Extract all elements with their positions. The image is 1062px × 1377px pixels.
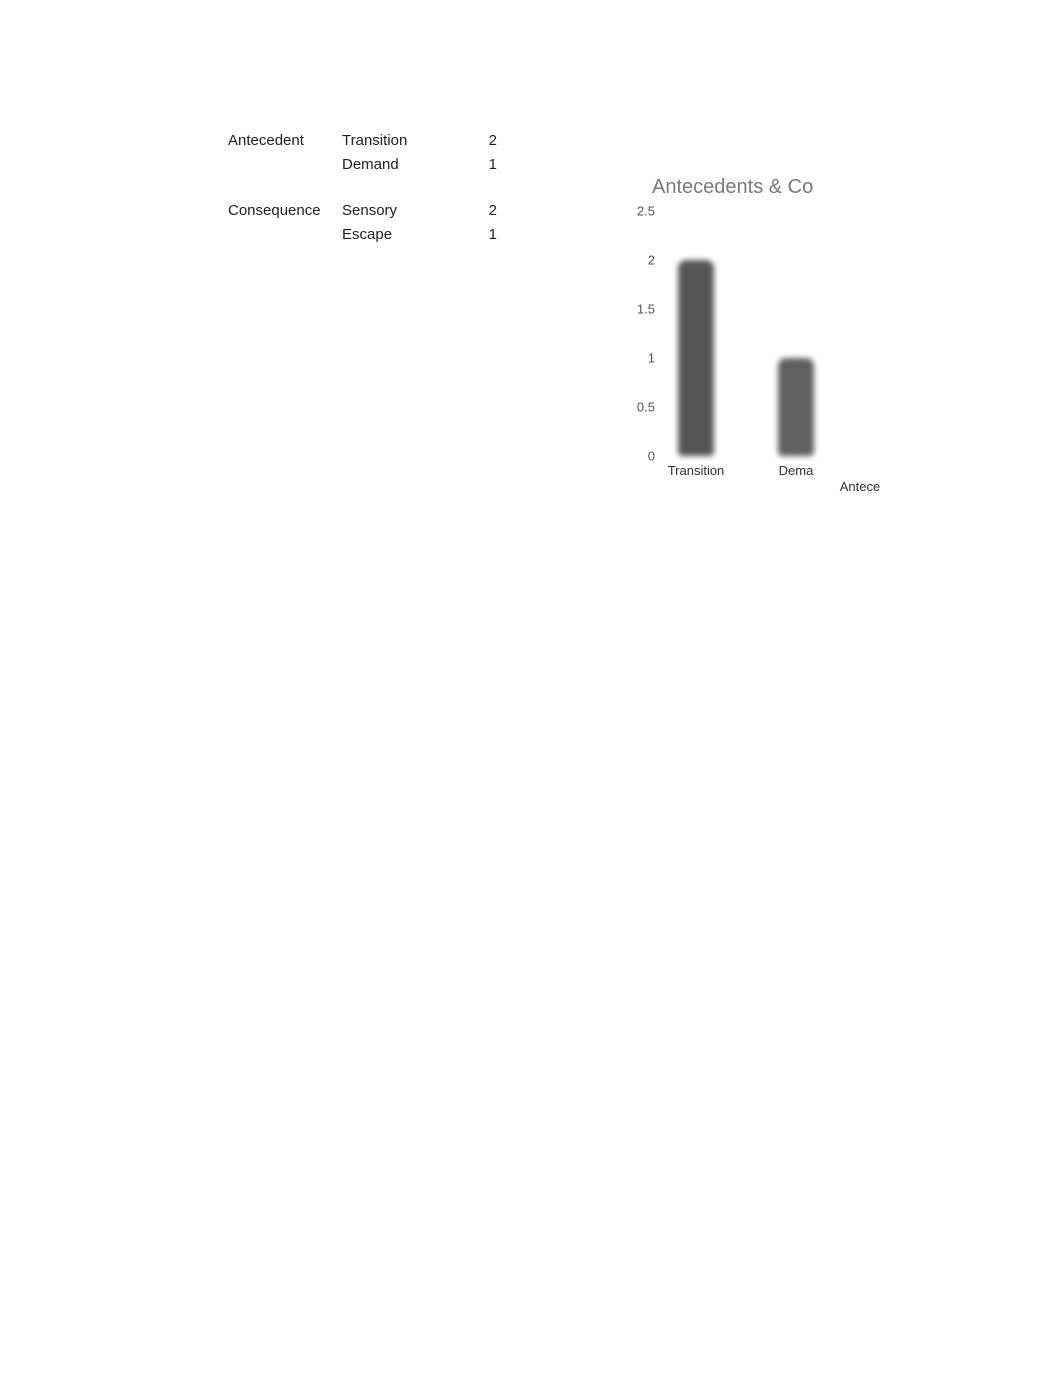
subcategory-label: Escape [342, 226, 477, 243]
table-row: Escape 1 [228, 222, 497, 246]
table-row: Demand 1 [228, 152, 497, 176]
bar [778, 358, 814, 456]
value-cell: 1 [477, 226, 497, 243]
subcategory-label: Sensory [342, 202, 477, 219]
chart-body: Frequency 00.511.522.5 TransitionDema An… [590, 211, 1050, 511]
table-row: Consequence Sensory 2 [228, 198, 497, 222]
x-tick: Transition [668, 463, 725, 478]
y-tick: 2.5 [625, 204, 655, 219]
y-tick: 2 [625, 253, 655, 268]
bar [678, 260, 714, 456]
x-axis-label: Antece [840, 479, 880, 494]
table-row: Antecedent Transition 2 [228, 128, 497, 152]
y-tick: 0.5 [625, 400, 655, 415]
value-cell: 2 [477, 202, 497, 219]
value-cell: 1 [477, 156, 497, 173]
plot-area: 00.511.522.5 TransitionDema Antece [660, 211, 1040, 456]
chart: Antecedents & Co Frequency 00.511.522.5 … [590, 176, 1050, 511]
data-table: Antecedent Transition 2 Demand 1 Consequ… [228, 128, 497, 246]
x-tick: Dema [779, 463, 814, 478]
category-label: Antecedent [228, 132, 342, 149]
category-label: Consequence [228, 202, 342, 219]
y-tick: 0 [625, 449, 655, 464]
subcategory-label: Transition [342, 132, 477, 149]
subcategory-label: Demand [342, 156, 477, 173]
bars-container [660, 211, 1040, 456]
chart-title: Antecedents & Co [590, 176, 1050, 199]
value-cell: 2 [477, 132, 497, 149]
y-tick: 1.5 [625, 302, 655, 317]
y-tick: 1 [625, 351, 655, 366]
